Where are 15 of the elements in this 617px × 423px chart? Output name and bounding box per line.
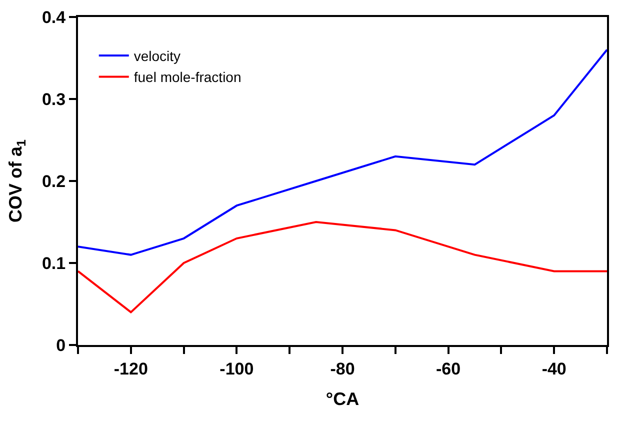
y-tick-label: 0.4 (42, 8, 66, 27)
x-axis-title: °CA (326, 389, 360, 409)
x-tick-label: -60 (436, 359, 461, 378)
legend-label: velocity (134, 48, 181, 64)
line-series (78, 221, 607, 314)
y-tick-label: 0.3 (42, 90, 66, 109)
y-tick-label: 0 (56, 336, 66, 355)
x-tick-label: -40 (542, 359, 566, 378)
x-tick-label: -120 (114, 359, 148, 378)
x-tick-label: -80 (330, 359, 355, 378)
line-series (78, 48, 607, 256)
y-tick-label: 0.2 (42, 172, 66, 191)
legend-label: fuel mole-fraction (134, 69, 242, 86)
y-tick-label: 0.1 (42, 254, 66, 273)
x-tick-label: -100 (220, 359, 254, 378)
